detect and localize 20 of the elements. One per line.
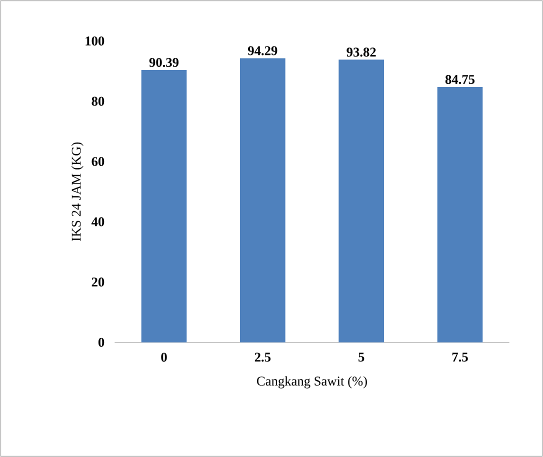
- data-label: 93.82: [346, 48, 376, 57]
- y-tick-label: 100: [86, 36, 104, 46]
- y-tick-label: 0: [98, 338, 104, 347]
- x-tick-label: 0: [161, 352, 167, 362]
- y-axis-title: IKS 24 JAM (KG): [71, 142, 84, 241]
- x-tick-label: 7.5: [452, 352, 468, 362]
- y-tick-label: 60: [92, 157, 104, 166]
- bar: [437, 86, 483, 342]
- bar: [141, 70, 187, 342]
- x-tick-label: 2.5: [254, 352, 271, 362]
- x-axis-title: Cangkang Sawit (%): [257, 376, 367, 388]
- y-tick-label: 20: [92, 278, 104, 287]
- bar: [338, 60, 384, 342]
- bar: [240, 58, 286, 342]
- data-label: 90.39: [149, 58, 179, 68]
- data-label: 84.75: [445, 74, 475, 84]
- y-tick-label: 40: [91, 217, 104, 226]
- y-tick-label: 80: [92, 96, 104, 106]
- data-label: 94.29: [248, 46, 278, 56]
- x-tick-label: 5: [358, 352, 364, 362]
